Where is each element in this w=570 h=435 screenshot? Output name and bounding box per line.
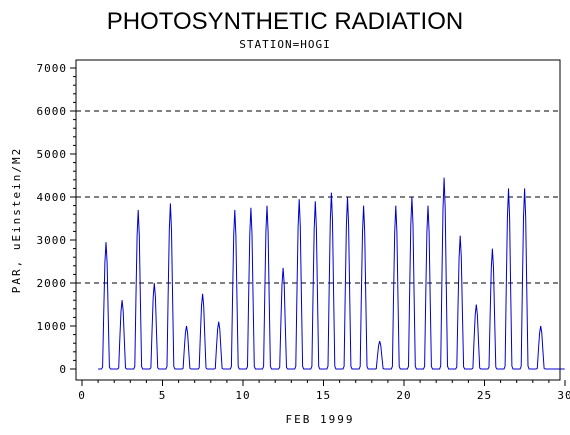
x-tick-label: 0 [78,389,86,402]
x-tick-label: 20 [396,389,411,402]
y-tick-label: 2000 [37,277,68,290]
y-tick-label: 1000 [37,320,68,333]
x-tick-label: 10 [235,389,250,402]
x-tick-label: 5 [159,389,167,402]
reference-lines [76,110,560,284]
x-tick-label: 25 [477,389,492,402]
y-axis-label: PAR, uEinstein/M2 [10,147,23,294]
chart-subtitle: STATION=HOGI [239,38,330,51]
chart-title: PHOTOSYNTHETIC RADIATION [107,8,463,35]
x-tick-label: 30 [557,389,570,402]
x-tick-label: 15 [316,389,331,402]
series-group [98,177,565,370]
y-axis: 0 1000 2000 3000 4000 5000 6000 7000 [37,62,76,376]
y-tick-label: 6000 [37,105,68,118]
y-tick-label: 3000 [37,234,68,247]
par-series-line [98,177,565,370]
x-axis-label: FEB 1999 [286,413,355,426]
y-tick-label: 7000 [37,62,68,75]
y-tick-label: 4000 [37,191,68,204]
y-tick-label: 0 [59,363,67,376]
y-tick-label: 5000 [37,148,68,161]
plot-frame [75,59,561,381]
x-axis: 0 5 10 15 20 25 30 [78,380,570,402]
